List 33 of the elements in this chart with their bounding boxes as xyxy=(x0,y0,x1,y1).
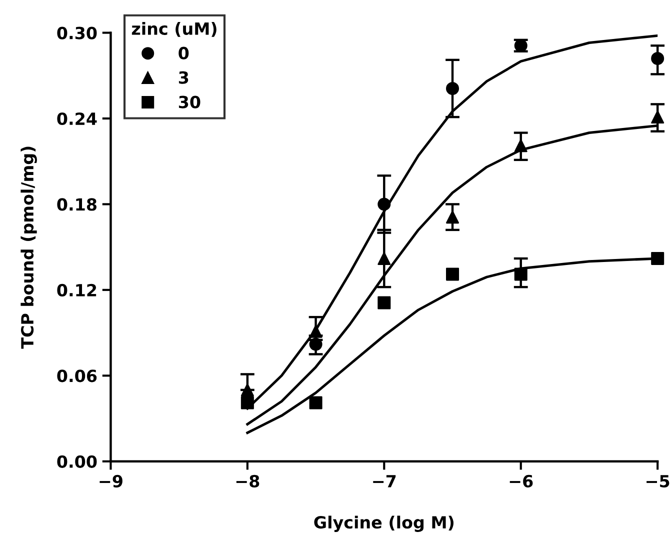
x-tick-label: −8 xyxy=(236,474,260,488)
y-tick-label: 0.12 xyxy=(57,284,96,296)
point xyxy=(240,396,254,410)
legend-label: 0 xyxy=(178,46,189,60)
point xyxy=(651,252,664,265)
y-axis-title: TCP bound (pmol/mg) xyxy=(20,146,37,349)
legend-label: 3 xyxy=(178,71,188,84)
x-tick-label: −9 xyxy=(100,474,122,488)
point xyxy=(514,139,528,152)
point xyxy=(240,383,254,396)
y-tick-label: 0.24 xyxy=(57,112,97,126)
point xyxy=(514,268,528,281)
x-tick-label: −7 xyxy=(373,475,396,488)
x-tick-label: −5 xyxy=(646,475,670,488)
point xyxy=(446,268,460,281)
y-tick-label: 0.00 xyxy=(57,455,97,468)
point xyxy=(446,210,460,224)
point xyxy=(378,252,391,265)
point xyxy=(309,324,322,338)
point xyxy=(309,396,322,410)
point xyxy=(378,296,391,310)
y-tick-label: 0.06 xyxy=(57,370,97,382)
point xyxy=(446,82,460,95)
legend-label: 30 xyxy=(178,96,200,108)
point xyxy=(651,52,664,65)
point xyxy=(651,110,664,124)
point xyxy=(378,198,391,211)
y-tick-label: 0.18 xyxy=(57,198,96,211)
legend-title: zinc (uM) xyxy=(132,22,216,37)
point xyxy=(309,338,322,351)
x-axis-title: Glycine (log M) xyxy=(314,516,454,532)
x-tick-label: −6 xyxy=(510,474,533,488)
y-tick-label: 0.30 xyxy=(57,26,97,40)
